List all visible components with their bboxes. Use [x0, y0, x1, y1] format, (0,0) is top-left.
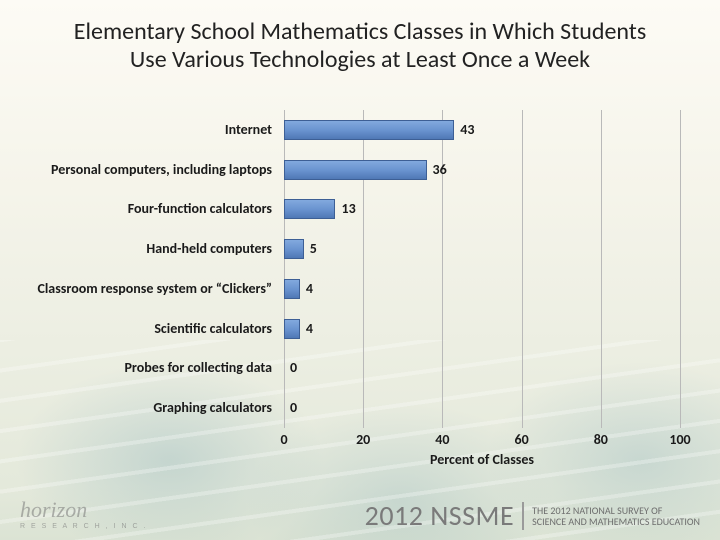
bar [284, 239, 304, 259]
grid-line [680, 110, 681, 428]
value-label: 36 [433, 160, 447, 180]
logo-subtext: R E S E A R C H , I N C . [20, 523, 147, 530]
grid-line [442, 110, 443, 428]
bar-chart: Percent of Classes 020406080100Internet4… [32, 110, 680, 470]
value-label: 5 [310, 239, 317, 259]
grid-line [284, 110, 285, 428]
survey-text: THE 2012 NATIONAL SURVEY OF SCIENCE AND … [532, 505, 700, 528]
value-label: 13 [341, 199, 355, 219]
value-label: 4 [306, 319, 313, 339]
bar [284, 199, 335, 219]
footer: horizon R E S E A R C H , I N C . 2012 N… [20, 494, 700, 536]
x-tick-label: 20 [356, 431, 370, 448]
value-label: 43 [460, 120, 474, 140]
bar [284, 319, 300, 339]
grid-line [363, 110, 364, 428]
bar [284, 120, 454, 140]
grid-line [601, 110, 602, 428]
value-label: 0 [290, 398, 297, 418]
plot-area [284, 110, 680, 428]
category-label: Internet [32, 120, 272, 140]
title-line-2: Use Various Technologies at Least Once a… [130, 45, 590, 74]
category-label: Probes for collecting data [32, 358, 272, 378]
logo-text: horizon [20, 497, 87, 522]
category-label: Scientific calculators [32, 319, 272, 339]
category-label: Four-function calculators [32, 199, 272, 219]
x-tick-label: 80 [594, 431, 608, 448]
category-label: Personal computers, including laptops [32, 160, 272, 180]
bar [284, 279, 300, 299]
value-label: 0 [290, 358, 297, 378]
survey-block: 2012 NSSME THE 2012 NATIONAL SURVEY OF S… [365, 502, 700, 530]
bar [284, 160, 427, 180]
survey-year: 2012 NSSME [365, 502, 525, 530]
x-tick-label: 40 [435, 431, 449, 448]
slide-title: Elementary School Mathematics Classes in… [30, 18, 690, 75]
category-label: Classroom response system or “Clickers” [32, 279, 272, 299]
category-label: Graphing calculators [32, 398, 272, 418]
title-line-1: Elementary School Mathematics Classes in… [74, 17, 646, 46]
x-tick-label: 0 [280, 431, 287, 448]
x-axis-title: Percent of Classes [284, 451, 680, 468]
x-tick-label: 100 [669, 431, 690, 448]
horizon-logo: horizon R E S E A R C H , I N C . [20, 497, 147, 530]
grid-line [522, 110, 523, 428]
survey-line-2: SCIENCE AND MATHEMATICS EDUCATION [532, 516, 700, 528]
category-label: Hand-held computers [32, 239, 272, 259]
x-tick-label: 60 [514, 431, 528, 448]
value-label: 4 [306, 279, 313, 299]
